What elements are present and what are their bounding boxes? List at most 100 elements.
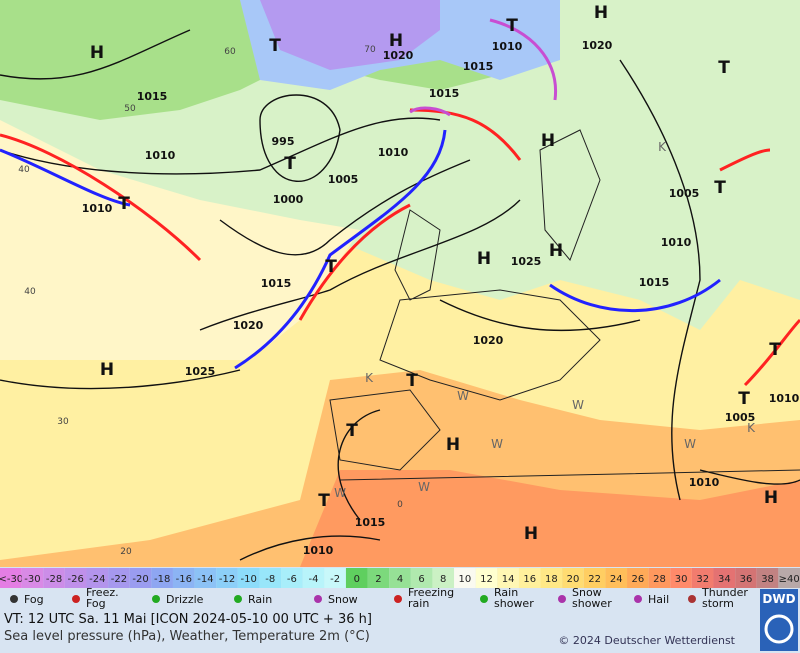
pressure-label: 1015: [429, 87, 460, 100]
temp-label: -2: [330, 574, 340, 585]
weather-symbol: W: [418, 480, 430, 494]
temp-cell: [583, 568, 606, 588]
temp-cell: [670, 568, 692, 588]
temp-label: 8: [440, 574, 446, 585]
pressure-label: 1010: [769, 392, 800, 405]
pressure-center: T: [718, 58, 730, 78]
pressure-center: H: [549, 241, 563, 261]
temp-label: 10: [458, 574, 471, 585]
temp-cell: [756, 568, 779, 588]
temp-label: 32: [696, 574, 709, 585]
pressure-center: T: [406, 371, 418, 391]
temp-label: 24: [610, 574, 623, 585]
pressure-center: T: [738, 389, 750, 409]
temp-cell: [367, 568, 390, 588]
temp-cell: [259, 568, 282, 588]
temp-cell: [21, 568, 44, 588]
weather-label: Fog: [24, 593, 44, 606]
temp-label: -24: [89, 574, 105, 585]
pressure-label: 1010: [82, 202, 113, 215]
weather-symbol: W: [684, 437, 696, 451]
copyright: © 2024 Deutscher Wetterdienst: [558, 634, 735, 647]
temp-cell: [475, 568, 498, 588]
grid-label: 70: [364, 45, 376, 55]
pressure-center: T: [714, 178, 726, 198]
pressure-label: 995: [272, 135, 295, 148]
pressure-center: H: [389, 31, 403, 51]
pressure-center: T: [325, 257, 337, 277]
temp-label: -16: [176, 574, 192, 585]
legend: VT: 12 UTC Sa. 11 Mai [ICON 2024-05-10 0…: [0, 567, 800, 653]
grid-label: 50: [124, 104, 136, 114]
weather-icon: [152, 595, 160, 603]
temp-label: 30: [675, 574, 688, 585]
temp-cell: [605, 568, 628, 588]
temp-label: 34: [718, 574, 731, 585]
temp-label: -22: [111, 574, 127, 585]
temp-cell: [86, 568, 109, 588]
temp-cell: [194, 568, 217, 588]
pressure-label: 1025: [185, 365, 216, 378]
temp-cell: [237, 568, 260, 588]
temp-cell: [627, 568, 649, 588]
temp-cell: [108, 568, 130, 588]
pressure-center: T: [284, 154, 296, 174]
temp-cell: [151, 568, 173, 588]
weather-label: Hail: [648, 593, 669, 606]
temp-cell: [497, 568, 519, 588]
temp-cell: [778, 568, 800, 588]
pressure-center: T: [318, 491, 330, 511]
pressure-label: 1015: [137, 90, 168, 103]
pressure-label: 1010: [492, 40, 523, 53]
pressure-center: H: [446, 435, 460, 455]
grid-label: 30: [57, 417, 69, 427]
temp-label: 12: [480, 574, 493, 585]
weather-icon: [688, 595, 696, 603]
valid-time: VT: 12 UTC Sa. 11 Mai [ICON 2024-05-10 0…: [4, 612, 372, 627]
pressure-label: 1010: [145, 149, 176, 162]
grid-label: 0: [397, 500, 403, 510]
temp-cell: [281, 568, 303, 588]
weather-symbol: W: [491, 437, 503, 451]
temp-label: -14: [197, 574, 213, 585]
grid-label: 40: [18, 165, 30, 175]
weather-icon: [480, 595, 488, 603]
temp-label: -6: [287, 574, 297, 585]
pressure-label: 1015: [355, 516, 386, 529]
logo-icon: [764, 614, 794, 644]
weather-label: Rain shower: [494, 586, 534, 610]
coastline: [329, 129, 800, 481]
temp-label: 28: [653, 574, 666, 585]
temp-label: 26: [631, 574, 644, 585]
temp-cell: [432, 568, 455, 588]
temp-cell: [345, 568, 368, 588]
pressure-center: T: [269, 36, 281, 56]
pressure-center: H: [594, 3, 608, 23]
grid-label: 40: [24, 287, 36, 297]
temp-label: 2: [375, 574, 381, 585]
temp-label: -30: [24, 574, 40, 585]
hot-area: [300, 470, 800, 567]
pressure-center: T: [118, 194, 130, 214]
weather-icon: [314, 595, 322, 603]
temp-cell: [216, 568, 238, 588]
pressure-center: H: [477, 249, 491, 269]
weather-icon: [72, 595, 80, 603]
temp-label: 16: [523, 574, 536, 585]
temp-label: -12: [219, 574, 235, 585]
weather-icon: [558, 595, 566, 603]
weather-symbol: W: [572, 398, 584, 412]
weather-label: Freezing rain: [408, 586, 454, 610]
pressure-label: 1010: [303, 544, 334, 557]
temp-label: 18: [545, 574, 558, 585]
weather-symbol: K: [365, 371, 374, 385]
pressure-center: H: [100, 360, 114, 380]
temp-label: 36: [740, 574, 753, 585]
pressure-label: 1020: [582, 39, 613, 52]
pressure-center: H: [524, 524, 538, 544]
temp-label: 6: [418, 574, 424, 585]
temp-cell: [129, 568, 152, 588]
temp-cell: [562, 568, 584, 588]
temp-label: 0: [354, 574, 360, 585]
